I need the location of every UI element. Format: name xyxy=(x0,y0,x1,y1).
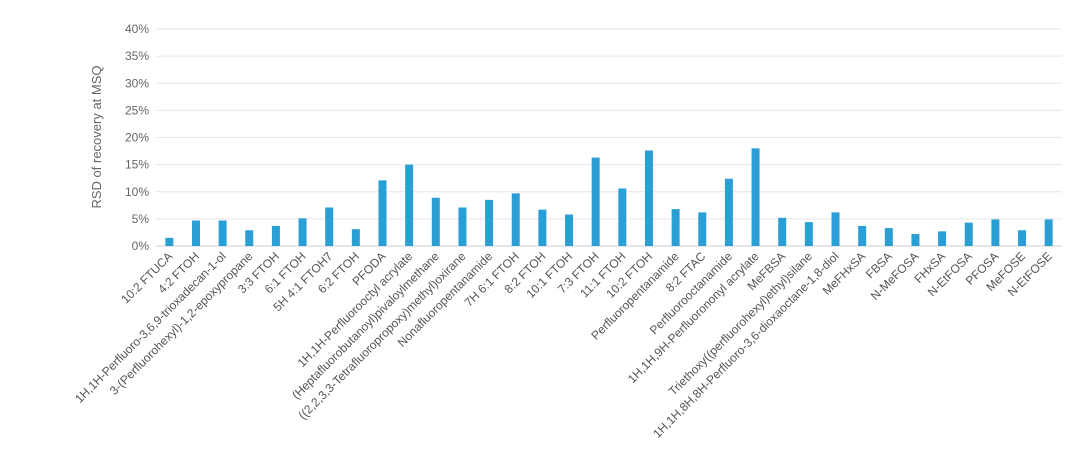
y-tick-label: 5% xyxy=(132,212,150,226)
bar xyxy=(884,228,893,246)
bar xyxy=(405,164,414,246)
bar xyxy=(458,207,467,246)
bar xyxy=(964,222,973,246)
bar xyxy=(245,230,254,246)
bar xyxy=(644,150,653,246)
bar xyxy=(325,207,334,246)
bar xyxy=(751,148,760,246)
bar xyxy=(724,178,733,246)
bar xyxy=(778,217,787,246)
bar xyxy=(991,219,1000,246)
y-tick-label: 20% xyxy=(125,131,149,145)
bar xyxy=(298,218,307,246)
bars xyxy=(165,148,1053,246)
bar xyxy=(165,237,174,246)
bar xyxy=(1044,219,1053,246)
bar xyxy=(191,220,200,246)
y-tick-label: 25% xyxy=(125,103,149,117)
bar xyxy=(858,225,867,246)
bar xyxy=(511,193,520,246)
bar xyxy=(804,222,813,246)
bar xyxy=(911,234,920,246)
bar xyxy=(938,231,947,246)
bar xyxy=(1018,230,1027,246)
bar xyxy=(831,212,840,246)
bar xyxy=(485,199,494,246)
y-tick-label: 0% xyxy=(132,239,150,253)
y-tick-label: 30% xyxy=(125,76,149,90)
y-tick-label: 40% xyxy=(125,22,149,36)
y-axis-title: RSD of recovery at MSQ xyxy=(89,65,104,208)
bar xyxy=(378,180,387,246)
bar xyxy=(271,225,280,246)
bar xyxy=(538,209,547,246)
bar xyxy=(591,157,600,246)
bar xyxy=(431,197,440,246)
bar xyxy=(218,220,227,246)
y-tick-label: 35% xyxy=(125,49,149,63)
y-tick-label: 15% xyxy=(125,158,149,172)
bar xyxy=(698,212,707,246)
bar xyxy=(565,214,574,246)
y-tick-label: 10% xyxy=(125,185,149,199)
grid xyxy=(156,28,1062,247)
bar xyxy=(671,209,680,246)
bar xyxy=(351,229,360,246)
y-axis-ticks: 0% 5% 10% 15% 20% 25% 30% 35% 40% xyxy=(125,22,149,253)
bar xyxy=(618,188,627,246)
